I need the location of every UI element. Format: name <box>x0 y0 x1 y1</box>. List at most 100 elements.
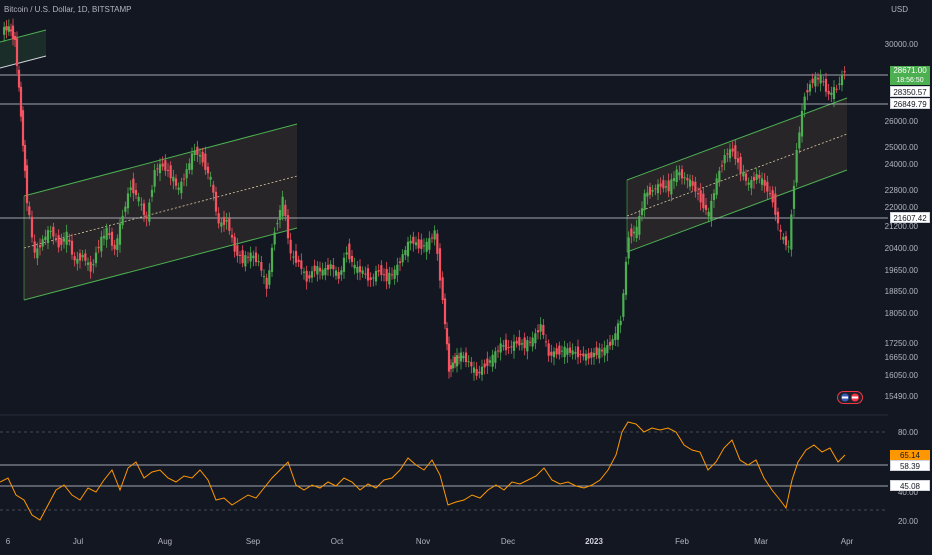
candle-body <box>782 236 785 240</box>
candle-body <box>790 214 793 250</box>
rsi-value-tag: 65.14 <box>890 450 930 461</box>
candle-body <box>113 244 116 250</box>
level-tag-21607: 21607.42 <box>890 212 930 223</box>
candle-body <box>361 270 364 274</box>
candle-body <box>366 268 370 281</box>
candle-body <box>443 298 447 325</box>
candle-body <box>534 333 537 344</box>
candle-body <box>502 345 505 347</box>
level-tag-26849: 26849.79 <box>890 98 930 109</box>
rsi-level-tag-45: 45.08 <box>890 480 930 491</box>
candle-body <box>44 236 47 240</box>
candle-body <box>308 275 311 279</box>
candle-body <box>9 29 13 32</box>
candle-body <box>806 90 809 93</box>
candle-body <box>659 183 662 187</box>
candle-body <box>142 203 146 215</box>
candle-body <box>582 353 585 357</box>
candle-body <box>13 36 17 40</box>
candle-body <box>587 353 590 359</box>
candle-body <box>372 277 375 279</box>
candle-body <box>447 343 451 372</box>
candle-body <box>300 260 303 269</box>
candle-body <box>598 348 601 359</box>
candle-body <box>217 213 220 224</box>
candle-body <box>228 218 231 231</box>
candle-body <box>651 190 654 192</box>
candle-body <box>294 250 298 263</box>
candle-body <box>62 238 66 242</box>
candle-body <box>654 188 657 190</box>
candle-body <box>792 185 796 209</box>
candle-body <box>316 266 319 275</box>
candle-body <box>441 277 444 300</box>
candle-body <box>33 241 36 253</box>
candle-body <box>736 158 740 163</box>
candle-body <box>526 340 529 352</box>
candle-body <box>811 78 814 84</box>
candle-body <box>116 238 119 250</box>
channel-lower-left <box>23 227 298 301</box>
candle-body <box>510 346 513 348</box>
candle-body <box>592 352 596 357</box>
candle-body <box>734 145 737 160</box>
candle-body <box>358 266 362 273</box>
candle-body <box>686 178 689 181</box>
candle-body <box>270 247 274 272</box>
candle-body <box>321 269 324 276</box>
candle-body <box>57 235 60 248</box>
candle-body <box>523 337 526 349</box>
candle-body <box>326 264 330 270</box>
candle-body <box>752 176 756 181</box>
candle-body <box>49 230 52 232</box>
candle-body <box>632 231 636 234</box>
candle-body <box>350 256 354 262</box>
candle-body <box>742 171 745 177</box>
candle-body <box>627 237 630 259</box>
candle-body <box>683 177 686 179</box>
candle-body <box>36 248 39 259</box>
candle-body <box>161 163 164 167</box>
countdown-tag: 18:56:50 <box>890 76 930 85</box>
candle-body <box>699 190 702 203</box>
candle-body <box>105 227 108 240</box>
candle-body <box>377 270 380 272</box>
candle-body <box>670 179 673 195</box>
candle-body <box>268 270 271 285</box>
candle-body <box>188 163 191 170</box>
candle-body <box>129 187 132 191</box>
candle-body <box>356 266 359 273</box>
candle-body <box>150 189 154 197</box>
time-axis-label: Nov <box>415 537 431 546</box>
candle-body <box>712 193 716 201</box>
candle-body <box>648 186 652 195</box>
rsi-level-tag-58: 58.39 <box>890 460 930 471</box>
candle-body <box>214 191 218 212</box>
economic-events-icon[interactable] <box>837 391 863 404</box>
candle-body <box>667 180 670 192</box>
candle-body <box>571 350 574 355</box>
price-axis-label: 22000.00 <box>884 203 918 212</box>
candle-body <box>420 239 423 249</box>
candle-body <box>696 193 700 195</box>
candle-body <box>313 265 316 272</box>
candle-body <box>262 276 266 278</box>
symbol-title[interactable]: Bitcoin / U.S. Dollar, 1D, BITSTAMP <box>4 5 132 14</box>
candle-body <box>763 180 766 186</box>
candle-body <box>145 216 148 219</box>
candle-body <box>401 254 404 263</box>
candle-body <box>310 271 314 278</box>
candle-body <box>340 270 343 275</box>
candle-body <box>619 320 622 326</box>
candle-body <box>209 176 212 180</box>
candle-body <box>662 180 665 189</box>
candle-body <box>324 268 327 276</box>
candle-body <box>838 83 841 85</box>
candle-body <box>76 258 79 264</box>
rsi-axis-label: 80.00 <box>897 428 918 437</box>
candle-body <box>233 236 236 252</box>
candle-body <box>739 156 742 174</box>
candle-body <box>41 239 44 247</box>
